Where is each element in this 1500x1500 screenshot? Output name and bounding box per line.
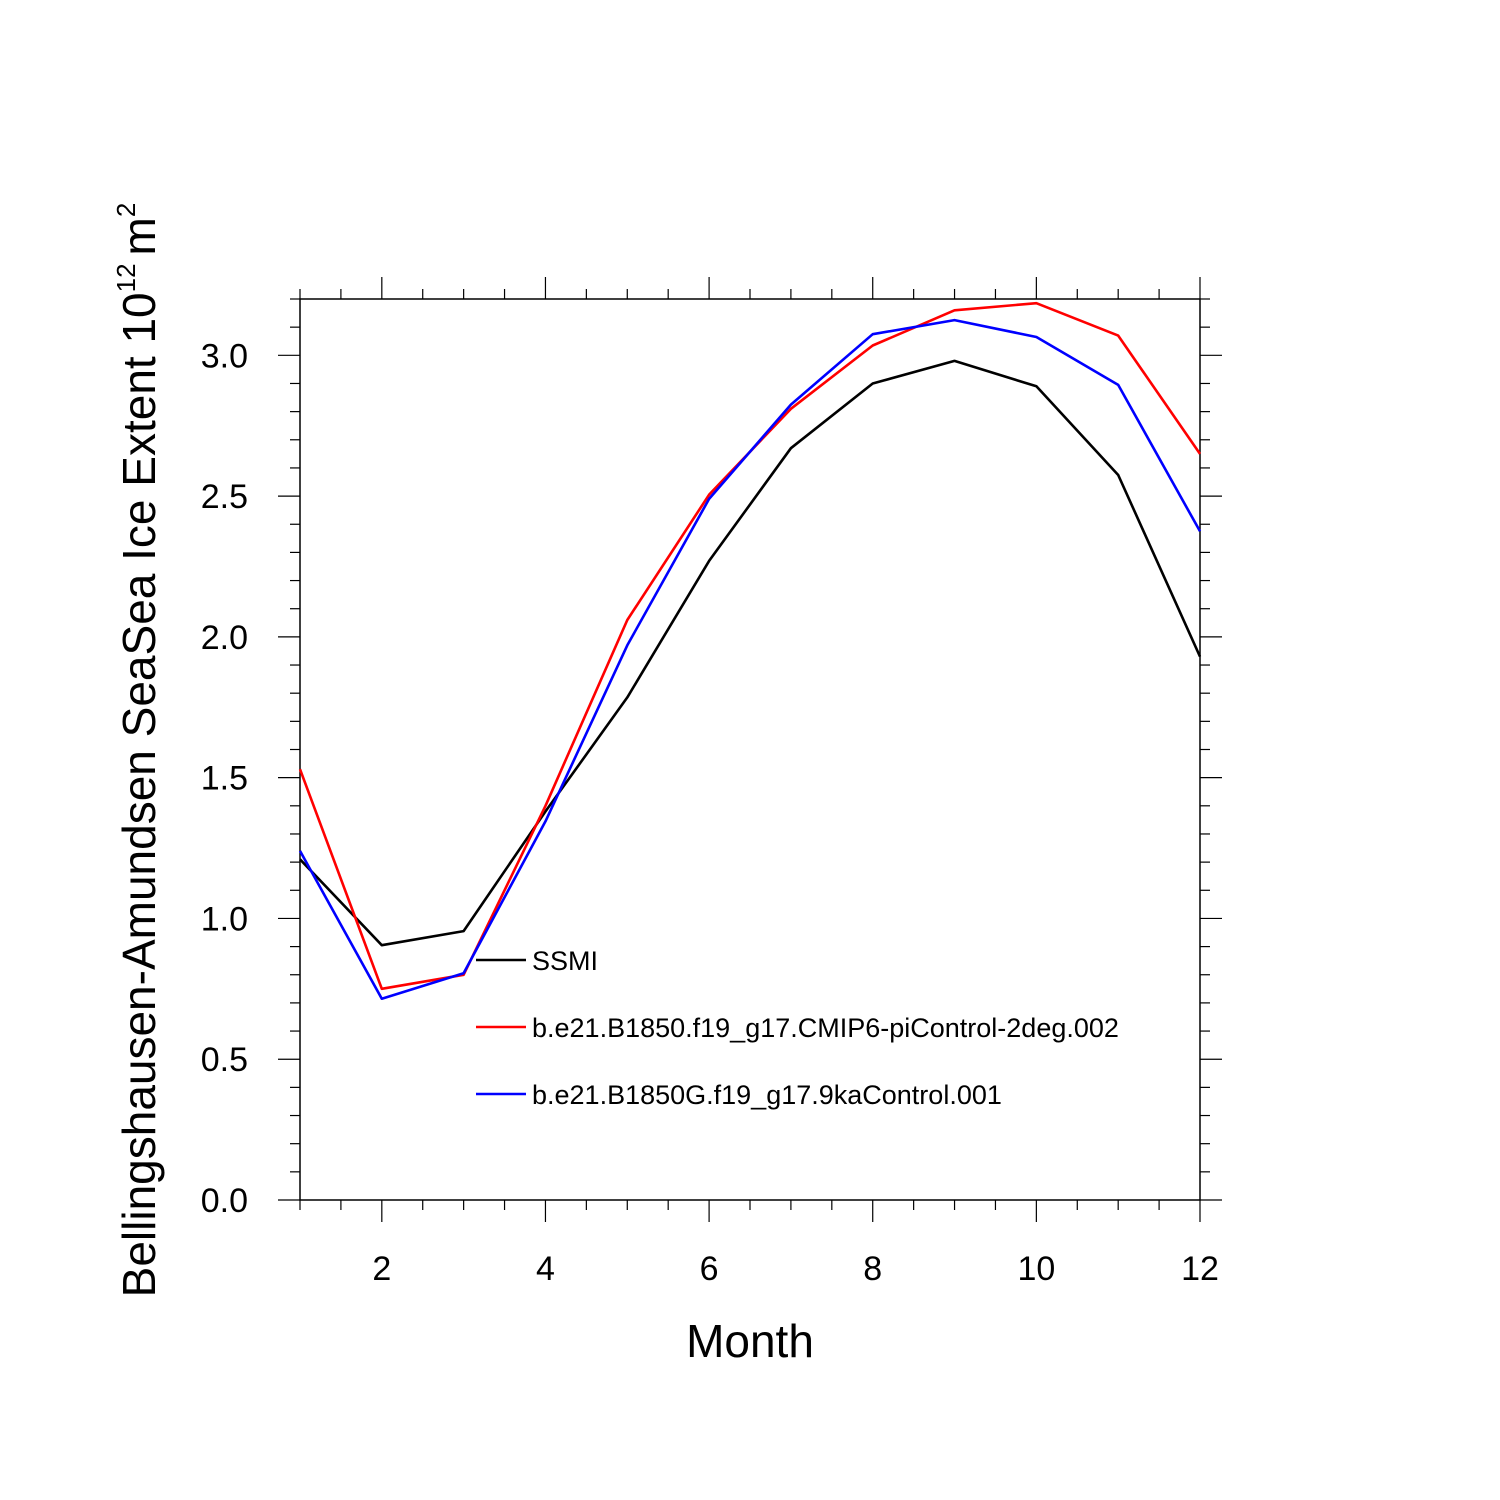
x-tick-labels: 2 4 6 8 10 12	[372, 1250, 1219, 1288]
y-axis-title-main: Bellingshausen-Amundsen SeaSea Ice Exten…	[113, 292, 165, 1297]
series-line-3	[298, 318, 1202, 1001]
x-tick-label: 6	[700, 1250, 719, 1288]
y-axis-title-unit-exponent: 2	[111, 203, 141, 217]
legend-label: SSMI	[532, 946, 598, 976]
y-tick-label: 1.0	[201, 900, 248, 938]
legend-label: b.e21.B1850.f19_g17.CMIP6-piControl-2deg…	[532, 1013, 1119, 1043]
x-tick-label: 12	[1181, 1250, 1219, 1288]
series-line-2	[298, 301, 1202, 991]
y-tick-label: 0.5	[201, 1041, 248, 1079]
series-line-1	[299, 359, 1202, 947]
y-tick-labels: 0.0 0.5 1.0 1.5 2.0 2.5 3.0	[201, 337, 248, 1220]
y-axis-title: Bellingshausen-Amundsen SeaSea Ice Exten…	[111, 203, 165, 1298]
y-tick-label: 2.5	[201, 478, 248, 516]
series-lines	[298, 301, 1202, 1001]
y-tick-label: 3.0	[201, 337, 248, 375]
x-axis-title: Month	[686, 1315, 814, 1367]
plot-frame	[299, 298, 1201, 1201]
y-tick-label: 2.0	[201, 619, 248, 657]
x-tick-label: 8	[863, 1250, 882, 1288]
x-tick-label: 10	[1017, 1250, 1055, 1288]
y-tick-label: 1.5	[201, 760, 248, 798]
y-tick-label: 0.0	[201, 1182, 248, 1220]
x-tick-label: 2	[372, 1250, 391, 1288]
legend-label: b.e21.B1850G.f19_g17.9kaControl.001	[532, 1080, 1002, 1110]
x-tick-label: 4	[536, 1250, 555, 1288]
y-axis-title-exponent: 12	[111, 263, 141, 292]
y-axis-title-unit: m	[113, 217, 165, 255]
tick-marks	[278, 277, 1222, 1222]
legend: SSMI b.e21.B1850.f19_g17.CMIP6-piControl-…	[476, 946, 1119, 1110]
